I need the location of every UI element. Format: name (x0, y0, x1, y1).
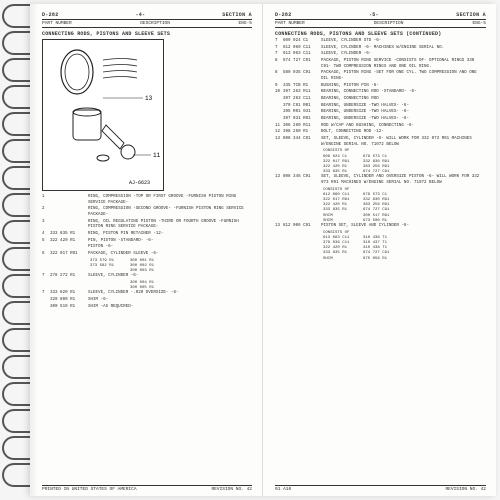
parts-entry: 7278 272 R1SLEEVE, CYLINDER -6- (42, 274, 252, 280)
col-partno-r: PART NUMBER (275, 21, 305, 26)
parts-entry: 8580 035 C91PACKAGE, PISTON RING -SET FO… (275, 71, 486, 82)
revision-right: REVISION NO. 42 (445, 487, 486, 492)
parts-entry: 10397 263 R11BEARING, CONNECTING ROD -ST… (275, 90, 486, 96)
left-subheader: PART NUMBER DESCRIPTION ENG-5 (42, 20, 252, 28)
parts-diagram: 13 11 AJ-6623 (42, 39, 164, 191)
callout-13: 13 (145, 95, 153, 102)
right-footer: 01 A10 REVISION NO. 42 (275, 485, 486, 492)
left-page: D-282 -4- SECTION A PART NUMBER DESCRIPT… (30, 4, 263, 496)
parts-subentry: SHIM875 056 R1 (323, 257, 486, 262)
parts-entry: 7333 820 R1SLEEVE, CYLINDER -.020 OVERSI… (42, 291, 252, 297)
parts-entry: 13808 346 C91SET, SLEEVE, CYLINDER AND O… (275, 175, 486, 186)
parts-entry: 397 031 R91BEARING, UNDERSIZE -TWO HALVE… (275, 117, 486, 123)
parts-entry: 9335 TCB R1BUSHING, PISTON PIN -6- (275, 84, 486, 90)
parts-entry: 13812 006 C91PISTON SET, SLEEVE AND CYLI… (275, 224, 486, 230)
col-desc: DESCRIPTION (72, 21, 239, 26)
page-num-left: -4- (135, 12, 145, 18)
right-page: D-282 -5- SECTION A PART NUMBER DESCRIPT… (263, 4, 496, 496)
parts-entry: 12398 250 R1BOLT, CONNECTING ROD -12- (275, 130, 486, 136)
parts-entry: 13808 344 C91SET, SLEEVE, CYLINDER -6- W… (275, 137, 486, 148)
parts-entry: 6322 017 R91PACKAGE, CYLINDER SLEEVE -6- (42, 252, 252, 258)
parts-entry: 7612 060 C11SLEEVE, CYLINDER -6- MACHINE… (275, 46, 486, 52)
left-parts-list: 1RING, COMPRESSION -TOP OR FIRST GROOVE … (42, 195, 252, 310)
eng-code: ENG-5 (238, 21, 252, 26)
col-desc-r: DESCRIPTION (305, 21, 473, 26)
parts-entry: 5322 420 R1PIN, PISTON -STANDARD- -6- (42, 239, 252, 245)
doc-id-r: D-282 (275, 12, 292, 18)
parts-entry: 370 C91 R01BEARING, UNDERSIZE -TWO HALVE… (275, 104, 486, 110)
section-label: SECTION A (222, 12, 252, 18)
left-section-title: CONNECTING RODS, PISTONS AND SLEEVE SETS (42, 31, 252, 37)
parts-entry: 7609 024 C1SLEEVE, CYLINDER STD -6- (275, 39, 486, 45)
right-header: D-282 -5- SECTION A (275, 12, 486, 20)
section-label-r: SECTION A (456, 12, 486, 18)
left-footer: PRINTED IN UNITED STATES OF AMERICA REVI… (42, 485, 252, 492)
spiral-binding (0, 2, 34, 498)
parts-entry: 320 800 R1SHIM -6- (42, 298, 252, 304)
parts-entry: PISTON -6- (42, 245, 252, 251)
parts-entry: 395 R01 031BEARING, UNDERSIZE -TWO HALVE… (275, 110, 486, 116)
parts-entry: 11306 260 R11ROD W/CAP AND BUSHING, CONN… (275, 124, 486, 130)
parts-entry: 2RING, COMPRESSION -SECOND GROOVE- -FURN… (42, 207, 252, 218)
right-parts-list: 7609 024 C1SLEEVE, CYLINDER STD -6-7612 … (275, 39, 486, 262)
left-header: D-282 -4- SECTION A (42, 12, 252, 20)
callout-11: 11 (153, 152, 161, 159)
page-num-right: -5- (369, 12, 379, 18)
parts-entry: 397 263 C11BEARING, CONNECTING ROD (275, 97, 486, 103)
right-section-title: CONNECTING RODS, PISTONS AND SLEEVE SETS… (275, 31, 486, 37)
col-partno: PART NUMBER (42, 21, 72, 26)
eng-code-r: ENG-5 (472, 21, 486, 26)
parts-entry: 300 519 R1SHIM -AS REQUIRED- (42, 305, 252, 311)
parts-entry: 4333 835 R1RING, PISTON PIN RETAINER -12… (42, 232, 252, 238)
right-subheader: PART NUMBER DESCRIPTION ENG-5 (275, 20, 486, 28)
footer-code: 01 A10 (275, 487, 291, 492)
diagram-code: AJ-6623 (129, 180, 150, 186)
parts-entry: 3RING, OIL REGULATING PISTON -THIRD OR F… (42, 220, 252, 231)
printed-in: PRINTED IN UNITED STATES OF AMERICA (42, 487, 137, 492)
parts-entry: 1RING, COMPRESSION -TOP OR FIRST GROOVE … (42, 195, 252, 206)
parts-entry: 8674 727 C91PACKAGE, PISTON RING SERVICE… (275, 59, 486, 70)
parts-entry: 7613 063 C11SLEEVE, CYLINDER -6- (275, 52, 486, 58)
manual-spread: D-282 -4- SECTION A PART NUMBER DESCRIPT… (30, 4, 496, 496)
doc-id: D-282 (42, 12, 59, 18)
revision-left: REVISION NO. 42 (211, 487, 252, 492)
